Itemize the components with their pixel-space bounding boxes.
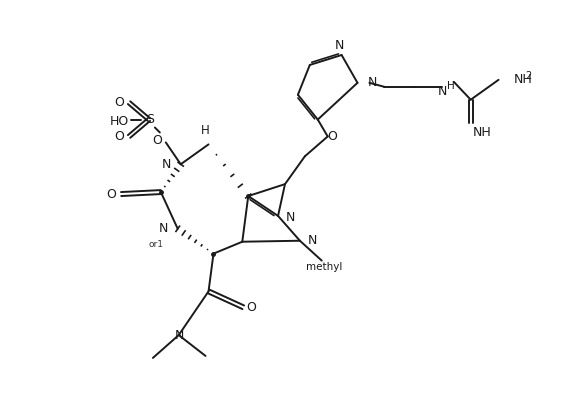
Text: O: O	[114, 96, 124, 109]
Text: S: S	[146, 113, 154, 126]
Text: N: N	[286, 211, 295, 224]
Text: methyl: methyl	[306, 261, 342, 271]
Text: N: N	[438, 85, 448, 98]
Text: HO: HO	[110, 115, 129, 128]
Text: NH: NH	[513, 74, 532, 86]
Text: O: O	[247, 301, 256, 314]
Text: N: N	[158, 222, 168, 235]
Text: 2: 2	[525, 71, 532, 81]
Text: H: H	[201, 124, 210, 137]
Text: N: N	[308, 234, 317, 247]
Text: NH: NH	[473, 126, 491, 139]
Text: N: N	[335, 39, 344, 52]
Text: N: N	[367, 76, 377, 89]
Text: or1: or1	[148, 240, 164, 249]
Text: N: N	[175, 328, 185, 341]
Text: O: O	[152, 134, 162, 147]
Text: N: N	[161, 158, 171, 171]
Text: O: O	[106, 187, 116, 200]
Text: O: O	[328, 130, 337, 143]
Text: O: O	[114, 130, 124, 143]
Text: H: H	[447, 81, 455, 91]
